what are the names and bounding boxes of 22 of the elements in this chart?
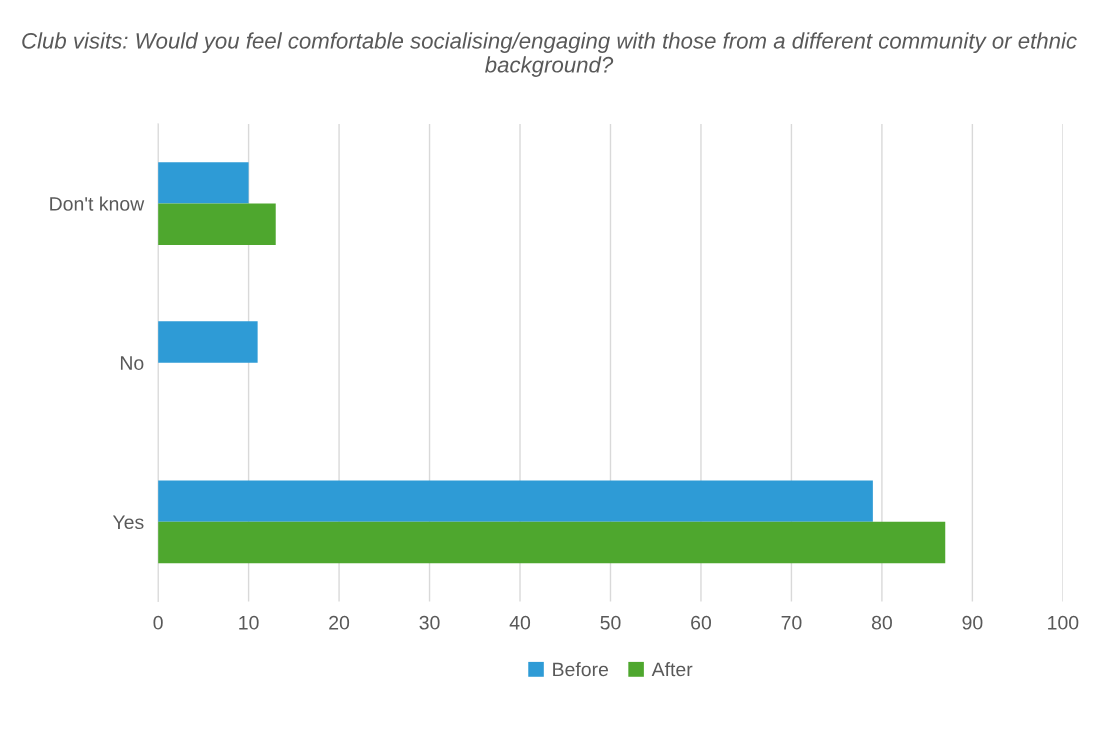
x-tick-label: 30 (419, 615, 440, 630)
x-tick-label: 10 (239, 615, 259, 630)
y-tick-label: Don't know (50, 196, 145, 211)
x-tick-label: 80 (871, 615, 892, 630)
y-tick-label: No (120, 356, 144, 370)
x-tick-label: 70 (781, 615, 802, 630)
bar (158, 521, 946, 564)
x-tick-label: 100 (1048, 615, 1079, 630)
legend-label: Before (553, 662, 609, 677)
bar (158, 162, 249, 204)
chart-title: Club visits: Would you feel comfortable socialising/engaging with those from a different community or ethnic background? (22, 32, 1077, 77)
x-tick-label: 40 (509, 615, 531, 630)
x-tick-label: 90 (962, 615, 983, 630)
x-tick-label: 60 (691, 615, 712, 630)
x-tick-label: 20 (329, 615, 350, 630)
bar (158, 203, 276, 245)
y-tick-label: Yes (112, 515, 144, 530)
x-tick-label: 50 (600, 615, 621, 630)
bar (158, 480, 873, 522)
bar (158, 321, 258, 363)
x-tick-label: 0 (153, 615, 163, 630)
legend-label: After (651, 662, 693, 677)
